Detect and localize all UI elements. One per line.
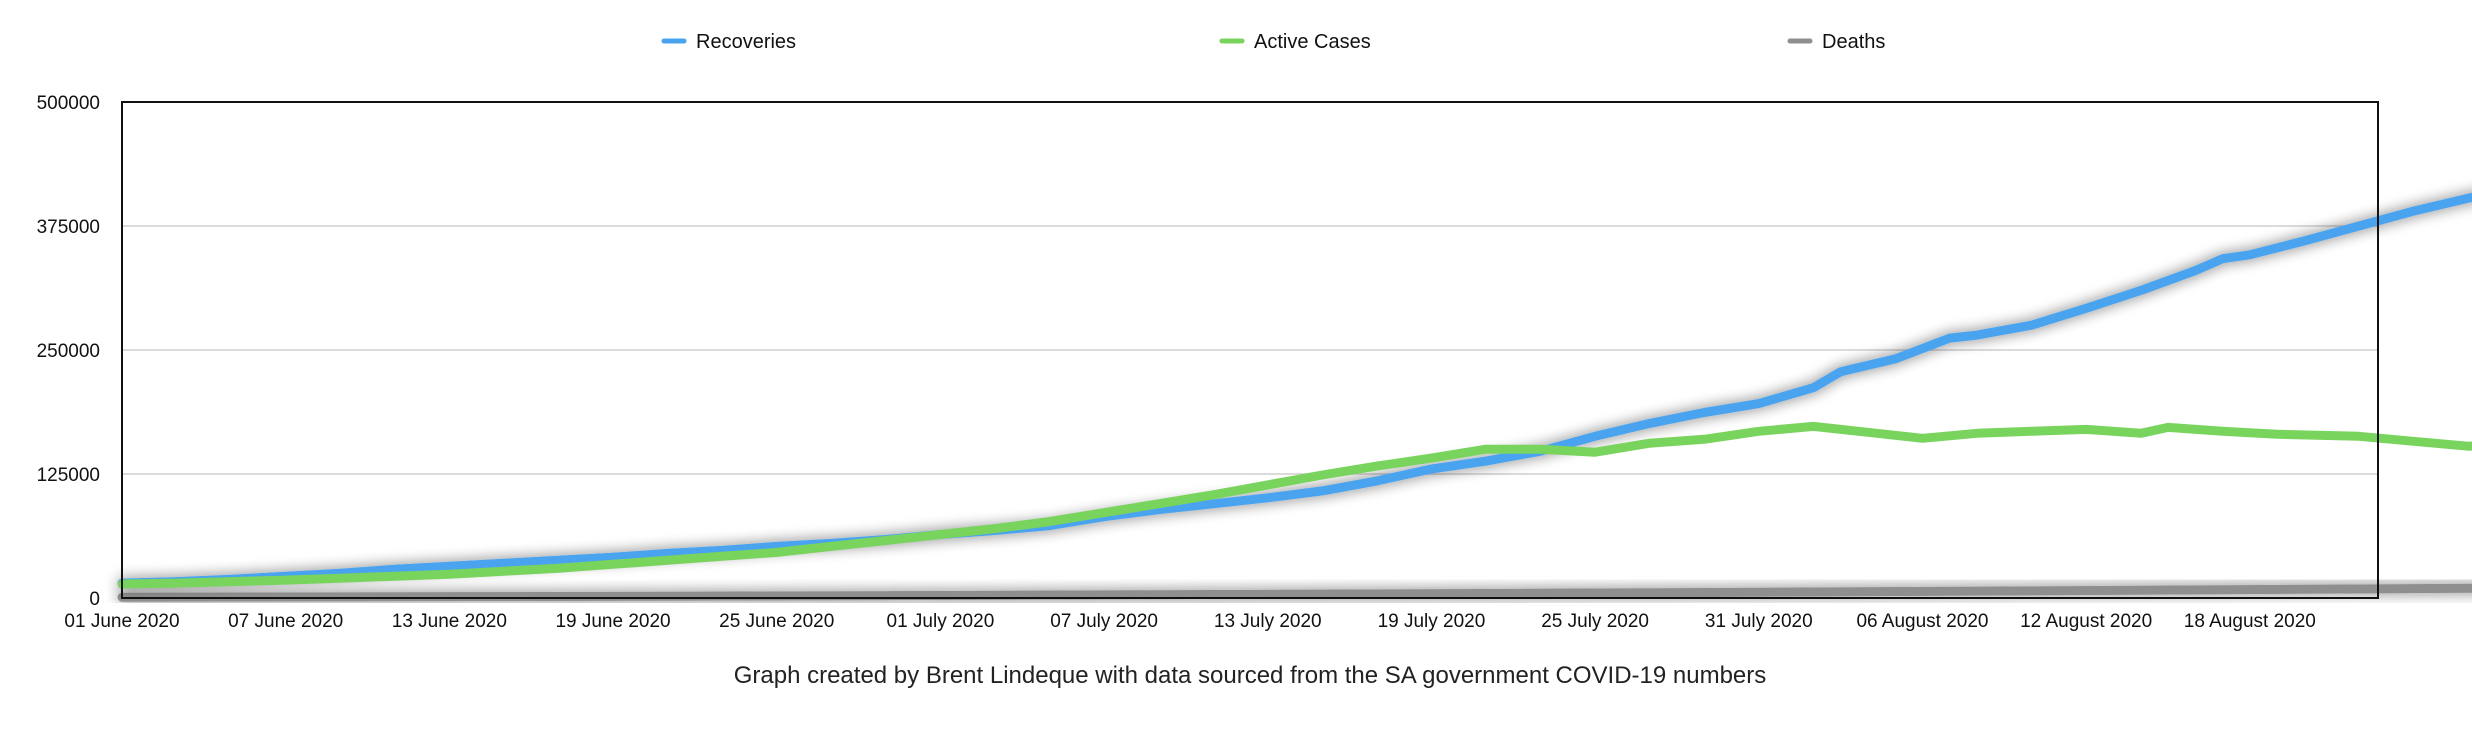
x-tick-label: 25 June 2020 (719, 611, 834, 632)
legend-item: Deaths (1787, 31, 1885, 53)
y-axis: 0 125000 250000 375000 500000 (37, 93, 100, 610)
legend-item: Recoveries (661, 31, 796, 53)
legend-label: Deaths (1822, 31, 1885, 53)
series-layer (117, 192, 2472, 602)
legend-item: Active Cases (1219, 31, 1371, 53)
y-tick-label: 375000 (37, 217, 100, 238)
legend: Recoveries Active Cases Deaths (661, 31, 1885, 53)
x-tick-label: 12 August 2020 (2020, 611, 2152, 632)
series-line-recoveries (117, 192, 2472, 588)
x-tick-label: 13 June 2020 (392, 611, 507, 632)
series-line-deaths (117, 583, 2472, 602)
x-tick-label: 07 July 2020 (1050, 611, 1158, 632)
y-tick-label: 125000 (37, 465, 100, 486)
x-tick-label: 19 July 2020 (1378, 611, 1486, 632)
y-tick-label: 0 (89, 589, 100, 610)
x-tick-label: 13 July 2020 (1214, 611, 1322, 632)
legend-label: Active Cases (1254, 31, 1371, 53)
x-tick-label: 25 July 2020 (1541, 611, 1649, 632)
x-tick-label: 01 June 2020 (64, 611, 179, 632)
series-line-active-cases (117, 421, 2472, 589)
x-tick-label: 01 July 2020 (887, 611, 995, 632)
x-tick-label: 31 July 2020 (1705, 611, 1813, 632)
legend-label: Recoveries (696, 31, 796, 53)
x-tick-label: 07 June 2020 (228, 611, 343, 632)
chart-caption: Graph created by Brent Lindeque with dat… (734, 662, 1767, 689)
x-axis: 01 June 2020 07 June 2020 13 June 2020 19 J… (64, 611, 2315, 632)
x-tick-label: 06 August 2020 (1856, 611, 1988, 632)
y-tick-label: 250000 (37, 341, 100, 362)
grid-lines (122, 225, 2378, 475)
plot-frame (121, 101, 2379, 599)
y-tick-label: 500000 (37, 93, 100, 114)
x-tick-label: 18 August 2020 (2184, 611, 2316, 632)
x-tick-label: 19 June 2020 (555, 611, 670, 632)
